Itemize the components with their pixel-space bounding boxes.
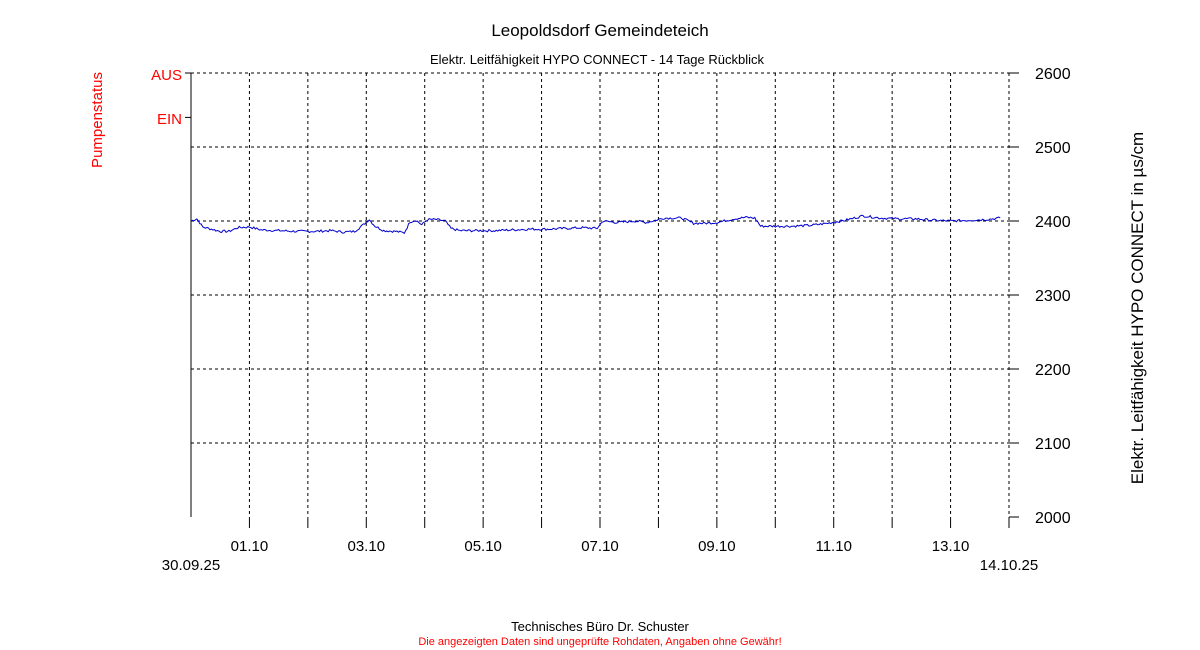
y-axis-label: Elektr. Leitfähigkeit HYPO CONNECT in µs…	[1128, 132, 1147, 484]
pump-status-axis-label: Pumpenstatus	[89, 72, 106, 168]
y-tick-labels: 2600 2500 2400 2300 2200 2100 2000	[1035, 66, 1071, 527]
x-tick-label: 03.10	[348, 538, 386, 555]
status-label-ein: EIN	[157, 111, 182, 128]
x-tick-labels: 01.10 03.10 05.10 07.10 09.10 11.10 13.10	[231, 538, 970, 555]
footer-company: Technisches Büro Dr. Schuster	[511, 619, 689, 634]
x-tick-label: 11.10	[815, 538, 851, 555]
series-layer	[190, 214, 1001, 235]
x-tick-label: 09.10	[698, 538, 736, 555]
footer-disclaimer: Die angezeigten Daten sind ungeprüfte Ro…	[418, 636, 781, 648]
x-end-label: 14.10.25	[980, 557, 1038, 574]
y-tick-label: 2300	[1035, 288, 1071, 305]
conductivity-series-line	[190, 214, 1001, 235]
y-tick-label: 2400	[1035, 214, 1071, 231]
grid-layer	[191, 72, 1010, 517]
x-tick-label: 01.10	[231, 538, 269, 555]
chart-subtitle: Elektr. Leitfähigkeit HYPO CONNECT - 14 …	[430, 52, 765, 67]
y-tick-label: 2000	[1035, 510, 1071, 527]
y-tick-label: 2500	[1035, 140, 1071, 157]
x-tick-label: 05.10	[464, 538, 502, 555]
y-tick-label: 2600	[1035, 66, 1071, 83]
x-start-label: 30.09.25	[162, 557, 220, 574]
y-tick-label: 2100	[1035, 436, 1071, 453]
x-tick-label: 13.10	[932, 538, 970, 555]
status-label-aus: AUS	[151, 67, 182, 84]
y-tick-label: 2200	[1035, 362, 1071, 379]
axis-layer	[185, 72, 1019, 528]
chart-title: Leopoldsdorf Gemeindeteich	[491, 21, 708, 40]
x-tick-label: 07.10	[581, 538, 619, 555]
